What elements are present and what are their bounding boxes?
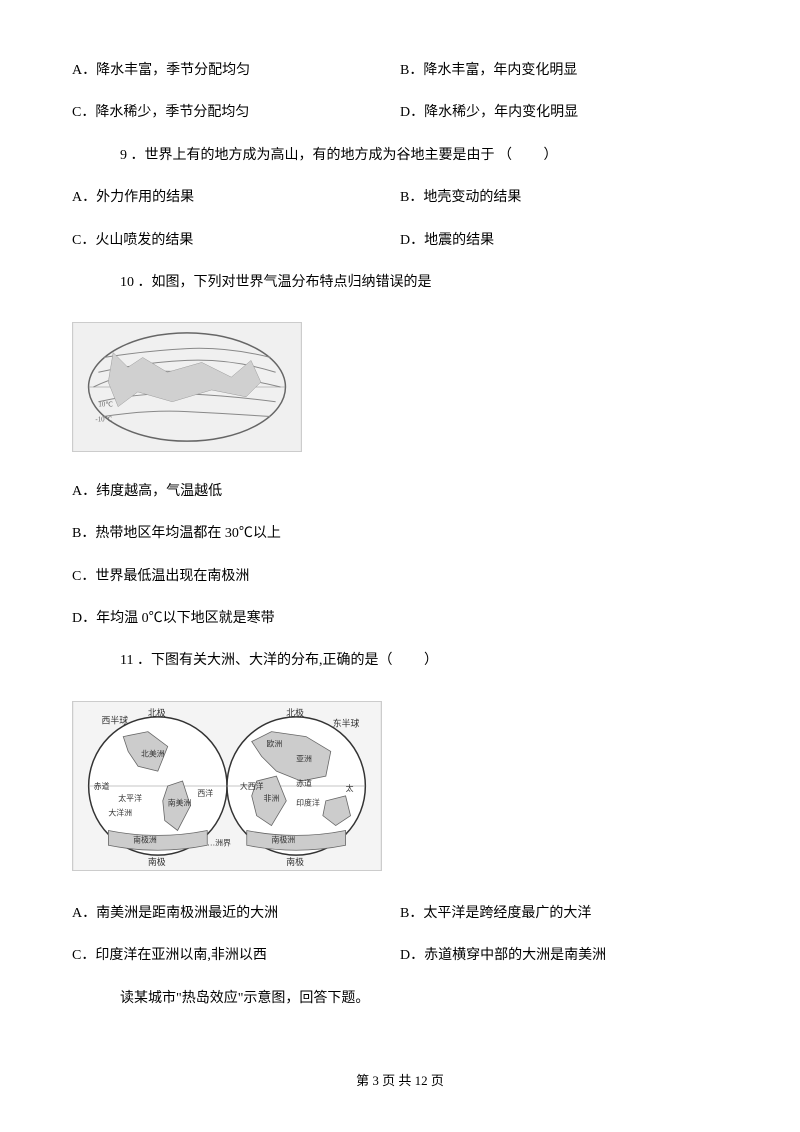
q8-option-b: B．降水丰富，年内变化明显 bbox=[400, 60, 728, 82]
svg-text:大西洋: 大西洋 bbox=[240, 781, 264, 791]
svg-text:南美洲: 南美洲 bbox=[168, 797, 192, 807]
svg-text:印度洋: 印度洋 bbox=[296, 797, 320, 807]
q10-option-a: A．纬度越高，气温越低 bbox=[72, 481, 728, 503]
q9-option-d: D．地震的结果 bbox=[400, 230, 728, 252]
svg-text:…洲界: …洲界 bbox=[207, 838, 231, 847]
svg-text:赤道: 赤道 bbox=[94, 781, 110, 791]
q9-stem: 9 ．世界上有的地方成为高山，有的地方成为谷地主要是由于 （ ） bbox=[120, 145, 728, 167]
q9-options-row1: A．外力作用的结果 B．地壳变动的结果 bbox=[72, 187, 728, 209]
q10-option-d: D．年均温 0℃以下地区就是寒带 bbox=[72, 608, 728, 630]
q11-option-d: D．赤道横穿中部的大洲是南美洲 bbox=[400, 945, 728, 967]
svg-text:东半球: 东半球 bbox=[333, 717, 360, 728]
q11-options-row1: A．南美洲是距南极洲最近的大洲 B．太平洋是跨经度最广的大洋 bbox=[72, 903, 728, 925]
q10-option-b: B．热带地区年均温都在 30℃以上 bbox=[72, 523, 728, 545]
svg-text:太: 太 bbox=[346, 783, 354, 793]
q8-option-d: D．降水稀少，年内变化明显 bbox=[400, 102, 728, 124]
svg-text:大洋洲: 大洋洲 bbox=[108, 807, 132, 817]
q11-stem: 11 ．下图有关大洲、大洋的分布,正确的是（ ） bbox=[120, 650, 728, 672]
world-temperature-map-image: -10℃ 10℃ bbox=[72, 322, 302, 452]
q10-stem: 10 ．如图，下列对世界气温分布特点归纳错误的是 bbox=[120, 272, 728, 294]
svg-text:-10℃: -10℃ bbox=[95, 417, 112, 424]
svg-text:亚洲: 亚洲 bbox=[296, 754, 312, 763]
svg-text:南极洲: 南极洲 bbox=[133, 834, 157, 844]
svg-text:北美洲: 北美洲 bbox=[141, 748, 165, 758]
q11-option-b: B．太平洋是跨经度最广的大洋 bbox=[400, 903, 728, 925]
q9-option-b: B．地壳变动的结果 bbox=[400, 187, 728, 209]
q11-options-row2: C．印度洋在亚洲以南,非洲以西 D．赤道横穿中部的大洲是南美洲 bbox=[72, 945, 728, 967]
svg-text:南极: 南极 bbox=[148, 856, 166, 867]
q9-options-row2: C．火山喷发的结果 D．地震的结果 bbox=[72, 230, 728, 252]
svg-text:赤道: 赤道 bbox=[296, 778, 312, 788]
q8-option-a: A．降水丰富，季节分配均匀 bbox=[72, 60, 400, 82]
continents-hemispheres-image: 西半球 北极 北极 东半球 南极 南极 赤道 太平洋 大洋洲 北美洲 南美洲 西… bbox=[72, 701, 382, 871]
q9-option-c: C．火山喷发的结果 bbox=[72, 230, 400, 252]
q8-option-c: C．降水稀少，季节分配均匀 bbox=[72, 102, 400, 124]
svg-text:南极: 南极 bbox=[286, 856, 304, 867]
svg-text:非洲: 非洲 bbox=[264, 793, 280, 803]
svg-text:西洋: 西洋 bbox=[197, 788, 213, 798]
svg-text:西半球: 西半球 bbox=[101, 714, 128, 725]
q11-option-c: C．印度洋在亚洲以南,非洲以西 bbox=[72, 945, 400, 967]
q8-options-row1: A．降水丰富，季节分配均匀 B．降水丰富，年内变化明显 bbox=[72, 60, 728, 82]
q9-option-a: A．外力作用的结果 bbox=[72, 187, 400, 209]
svg-text:欧洲: 欧洲 bbox=[267, 738, 283, 748]
svg-text:北极: 北极 bbox=[286, 707, 304, 718]
heat-island-passage: 读某城市"热岛效应"示意图，回答下题。 bbox=[120, 988, 728, 1010]
svg-text:北极: 北极 bbox=[148, 707, 166, 718]
svg-text:太平洋: 太平洋 bbox=[118, 793, 142, 803]
svg-text:南极洲: 南极洲 bbox=[271, 834, 295, 844]
q11-option-a: A．南美洲是距南极洲最近的大洲 bbox=[72, 903, 400, 925]
page-footer: 第 3 页 共 12 页 bbox=[0, 1071, 800, 1092]
svg-text:10℃: 10℃ bbox=[98, 402, 113, 409]
q10-option-c: C．世界最低温出现在南极洲 bbox=[72, 566, 728, 588]
q8-options-row2: C．降水稀少，季节分配均匀 D．降水稀少，年内变化明显 bbox=[72, 102, 728, 124]
